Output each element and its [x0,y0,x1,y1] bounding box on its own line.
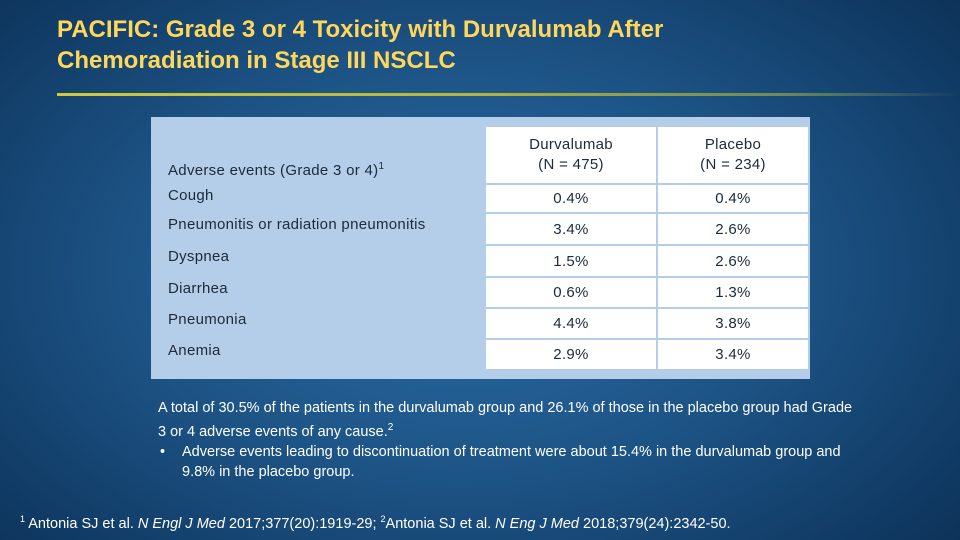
row-label: Pneumonia [159,308,485,339]
ref1-authors: Antonia SJ et al. [28,515,134,532]
slide-title-line-2: Chemoradiation in Stage III NSCLC [57,47,456,74]
header-placebo-name: Placebo [704,136,762,153]
row-label: Diarrhea [159,277,485,308]
row-placebo-value: 3.8% [656,307,810,340]
row-placebo-value: 2.6% [656,212,810,246]
bullet-dot-icon: • [160,444,166,460]
ref2-marker: 2 [380,514,386,524]
toxicity-table: Adverse events (Grade 3 or 4)1 Durvaluma… [159,125,810,371]
slide-title-line-1: PACIFIC: Grade 3 or 4 Toxicity with Durv… [57,16,664,43]
ref2-details: 2018;379(24):2342-50. [583,515,731,532]
row-durvalumab-value: 0.4% [484,183,658,214]
header-placebo: Placebo (N = 234) [656,125,810,185]
row-durvalumab-value: 0.6% [484,276,658,309]
ref1-journal: N Engl J Med [137,515,225,532]
header-footnote-marker: 1 [378,161,385,172]
table-row: Dyspnea 1.5% 2.6% [159,244,810,278]
summary-bullet-text: Adverse events leading to discontinuatio… [182,444,841,480]
slide-title: PACIFIC: Grade 3 or 4 Toxicity with Durv… [57,14,937,76]
row-label: Anemia [159,339,485,370]
ref2-authors: Antonia SJ et al. [385,515,492,532]
toxicity-table-panel: Adverse events (Grade 3 or 4)1 Durvaluma… [151,117,810,379]
summary-paragraph: A total of 30.5% of the patients in the … [158,400,853,440]
table-row: Pneumonia 4.4% 3.8% [159,307,810,340]
title-divider [57,93,960,96]
table-row: Anemia 2.9% 3.4% [159,338,810,371]
row-placebo-value: 1.3% [656,276,810,309]
references: 1 Antonia SJ et al. N Engl J Med 2017;37… [20,509,950,534]
ref1-marker: 1 [20,514,26,524]
header-placebo-n: (N = 234) [700,156,766,173]
row-label: Cough [159,184,485,213]
header-durvalumab-n: (N = 475) [538,156,604,173]
ref1-details: 2017;377(20):1919-29; [228,515,377,532]
row-durvalumab-value: 2.9% [484,338,658,371]
row-placebo-value: 0.4% [656,183,810,214]
row-durvalumab-value: 3.4% [484,212,658,246]
row-label: Dyspnea [159,245,485,277]
row-label: Pneumonitis or radiation pneumonitis [159,213,485,245]
table-header-row: Adverse events (Grade 3 or 4)1 Durvaluma… [159,125,810,185]
header-adverse-events: Adverse events (Grade 3 or 4)1 [159,126,485,184]
ref2-journal: N Eng J Med [495,515,579,532]
row-durvalumab-value: 4.4% [484,307,658,340]
row-placebo-value: 3.4% [656,338,810,371]
header-durvalumab: Durvalumab (N = 475) [484,125,658,185]
header-durvalumab-name: Durvalumab [529,136,613,153]
row-durvalumab-value: 1.5% [484,244,658,278]
row-placebo-value: 2.6% [656,244,810,278]
table-row: Diarrhea 0.6% 1.3% [159,276,810,309]
table-row: Pneumonitis or radiation pneumonitis 3.4… [159,212,810,246]
table-row: Cough 0.4% 0.4% [159,183,810,214]
summary-footnote-marker: 2 [387,422,394,433]
